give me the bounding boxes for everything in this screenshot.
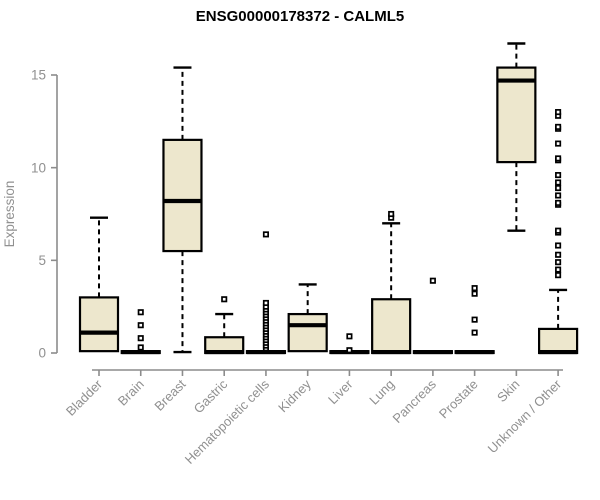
y-axis-title: Expression <box>2 181 17 248</box>
box-rect <box>287 312 328 353</box>
outlier-point <box>555 266 562 273</box>
box-rect <box>537 327 579 355</box>
box-group-liver <box>329 333 370 355</box>
x-category-label: Breast <box>151 376 188 413</box>
box-group-lung <box>371 210 412 355</box>
outlier-point <box>137 335 144 342</box>
chart-title: ENSG00000178372 - CALML5 <box>195 8 405 25</box>
outlier-point <box>262 299 269 307</box>
outlier-point <box>471 329 478 336</box>
outlier-point <box>555 227 562 234</box>
y-tick-label: 5 <box>38 253 46 268</box>
outlier-point <box>555 172 562 179</box>
outlier-point <box>555 109 562 116</box>
y-tick-label: 0 <box>38 346 46 361</box>
box-rect <box>78 296 120 353</box>
x-category-label: Skin <box>494 377 522 405</box>
outlier-point <box>346 333 353 340</box>
outlier-point <box>555 179 562 186</box>
outlier-point <box>555 140 562 147</box>
box-rect <box>496 66 537 164</box>
x-category-label: Lung <box>366 377 397 408</box>
box-group-pancreas <box>412 277 453 355</box>
outlier-point <box>555 185 562 192</box>
y-tick-label: 10 <box>31 160 46 175</box>
box-group-breast <box>162 66 203 354</box>
box-group-unknown-other <box>537 109 579 355</box>
x-category-label: Unknown / Other <box>485 376 565 456</box>
outlier-point <box>388 210 395 218</box>
outlier-point <box>137 344 144 351</box>
outlier-point <box>555 251 562 258</box>
outlier-point <box>221 296 228 303</box>
outlier-point <box>262 231 269 238</box>
outlier-point <box>555 199 562 206</box>
box-group-gastric <box>204 296 245 355</box>
outlier-point <box>555 259 562 266</box>
box-rect <box>162 138 203 253</box>
x-category-label: Brain <box>115 377 147 409</box>
x-category-label: Bladder <box>63 376 106 419</box>
outlier-point <box>429 277 436 284</box>
outlier-point <box>555 192 562 199</box>
outlier-point <box>471 290 478 297</box>
x-category-label: Gastric <box>191 376 231 416</box>
box-rect <box>371 298 412 355</box>
y-tick-label: 15 <box>31 68 46 83</box>
box-group-kidney <box>287 283 328 353</box>
outlier-point <box>555 242 562 249</box>
outlier-point <box>555 123 562 130</box>
x-category-label: Kidney <box>275 376 314 415</box>
box-group-prostate <box>454 285 495 355</box>
x-category-label: Liver <box>325 376 356 407</box>
box-group-skin <box>496 42 537 232</box>
outlier-point <box>137 309 144 316</box>
x-category-label: Prostate <box>436 377 481 422</box>
outlier-point <box>555 272 562 279</box>
x-category-label: Pancreas <box>390 376 440 426</box>
box-group-brain <box>120 309 161 355</box>
box-group-hematopoietic-cells <box>245 231 287 355</box>
box-group-bladder <box>78 216 120 353</box>
outlier-point <box>346 347 353 354</box>
outlier-point <box>555 155 562 162</box>
outlier-point <box>137 322 144 329</box>
outlier-point <box>471 285 478 292</box>
outlier-point <box>471 316 478 323</box>
